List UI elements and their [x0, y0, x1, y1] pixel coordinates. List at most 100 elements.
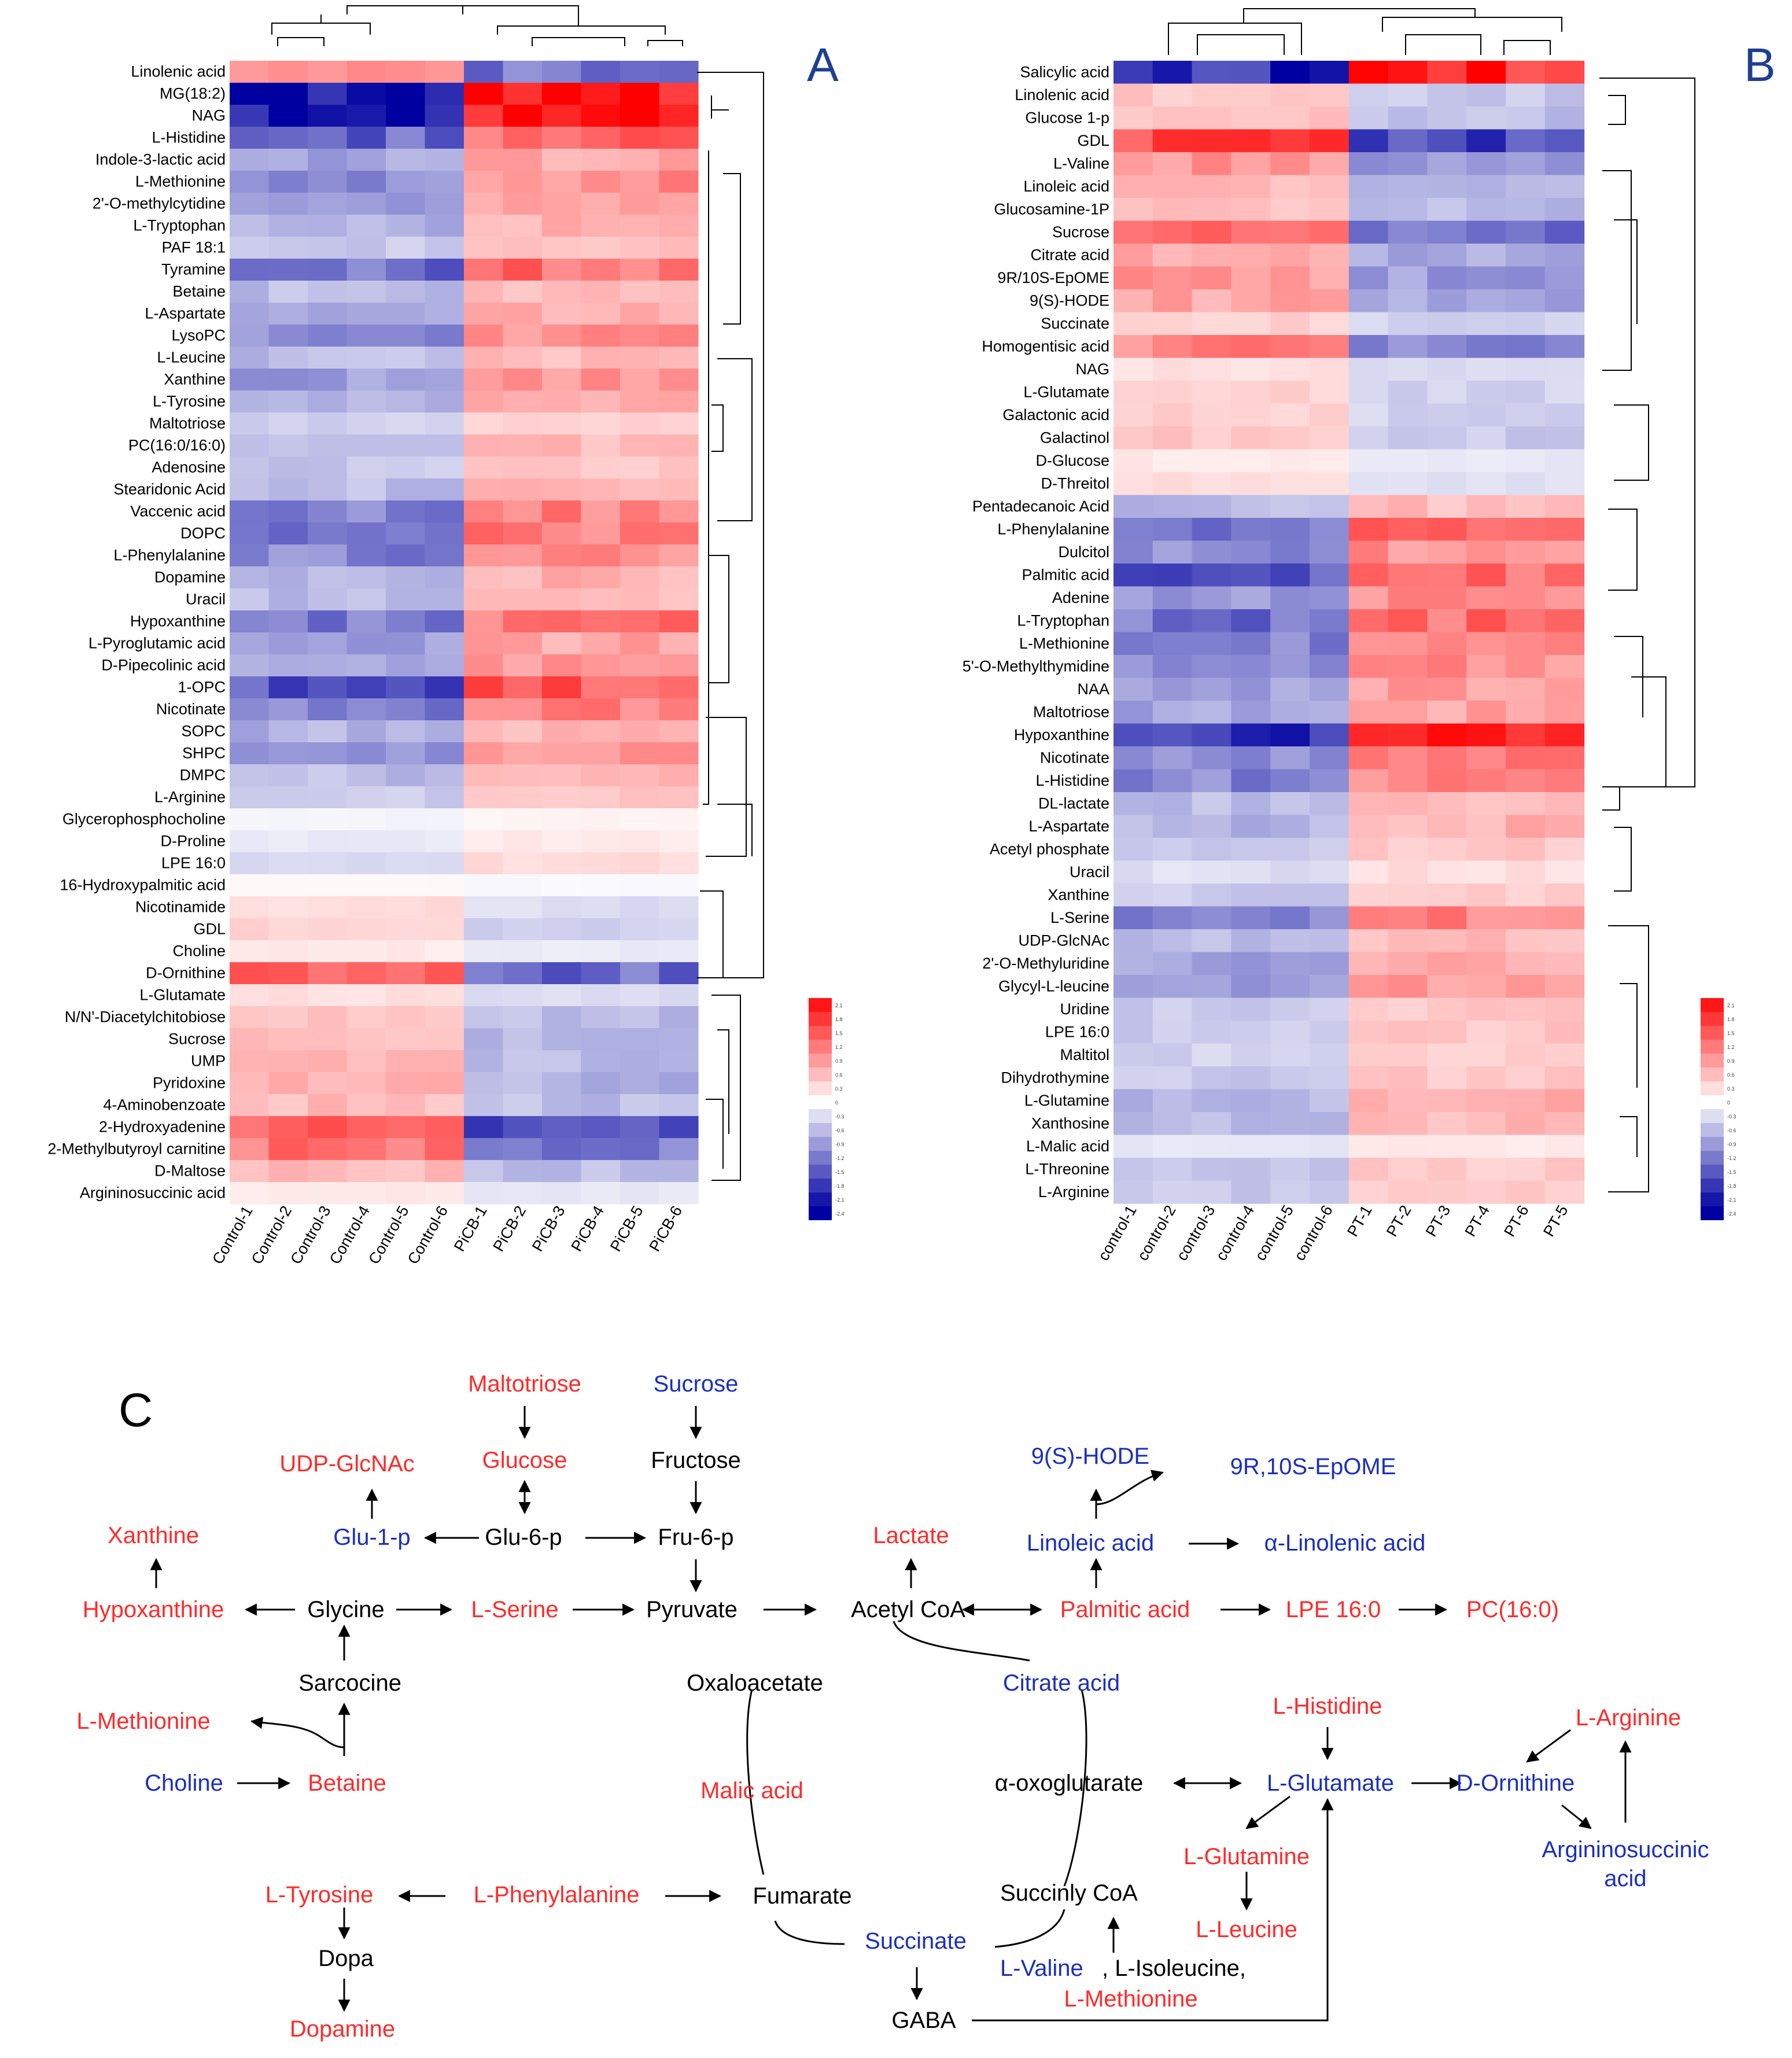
heatmap-cell	[1152, 220, 1193, 244]
heatmap-cell	[1270, 472, 1310, 496]
heatmap-cell	[1231, 838, 1271, 862]
heatmap-cell	[268, 1072, 308, 1095]
row-labels-a: Linolenic acid MG(18:2) NAG L-Histidine Indo…	[47, 62, 226, 1201]
heatmap-cell	[659, 105, 699, 127]
heatmap-cell	[1310, 198, 1349, 222]
heatmap-cell	[1113, 449, 1153, 473]
heatmap-cell	[581, 259, 621, 281]
heatmap-cell	[425, 654, 464, 677]
heatmap-cell	[581, 1050, 621, 1073]
heatmap-cell	[503, 742, 543, 765]
heatmap-cell	[1544, 381, 1585, 404]
row-label: L-Pyroglutamic acid	[89, 634, 226, 651]
heatmap-cell	[1427, 564, 1467, 587]
heatmap-cell	[503, 105, 543, 127]
heatmap-cell	[620, 874, 660, 897]
heatmap-cell	[464, 1182, 504, 1205]
heatmap-cell	[1348, 1158, 1389, 1181]
heatmap-cell	[1192, 655, 1231, 679]
heatmap-cell	[308, 1050, 348, 1073]
heatmap-cell	[542, 984, 582, 1007]
heatmap-cell	[425, 544, 464, 567]
heatmap-cell	[620, 852, 660, 875]
heatmap-cell	[1544, 129, 1585, 153]
heatmap-cell	[1113, 1043, 1153, 1067]
heatmap-cell	[1466, 540, 1506, 564]
heatmap-cell	[503, 237, 543, 259]
heatmap-cell	[1270, 906, 1310, 930]
heatmap-cell	[620, 369, 660, 391]
heatmap-cell	[1192, 244, 1231, 267]
heatmap-cell	[1427, 266, 1467, 290]
heatmap-cell	[1348, 540, 1389, 564]
edge-gaba-glutamate	[972, 1798, 1334, 2022]
row-label: L-Arginine	[1038, 1183, 1109, 1201]
heatmap-cell	[1427, 381, 1467, 404]
heatmap-cell	[1466, 746, 1506, 770]
legend-tick: -1.8	[1727, 1183, 1736, 1189]
pathway-node-glycine: Glycine	[307, 1597, 384, 1622]
heatmap-cell	[1231, 723, 1271, 747]
heatmap-cell	[1310, 746, 1349, 770]
heatmap-cell	[346, 259, 386, 281]
heatmap-cell	[425, 435, 464, 457]
legend-swatch	[809, 1067, 832, 1081]
heatmap-cell	[542, 61, 582, 83]
heatmap-cell	[386, 325, 426, 347]
heatmap-cell	[1466, 266, 1506, 290]
heatmap-cell	[464, 874, 504, 897]
heatmap-cell	[620, 544, 660, 567]
heatmap-cell	[503, 391, 543, 413]
heatmap-cell	[659, 676, 699, 699]
heatmap-cell	[425, 303, 464, 325]
heatmap-cell	[1544, 632, 1585, 656]
heatmap-cell	[230, 830, 270, 853]
heatmap-cell	[542, 1138, 582, 1161]
heatmap-cell	[1388, 975, 1428, 999]
legend-swatch	[1701, 1165, 1724, 1179]
legend-swatch	[809, 1095, 832, 1109]
heatmap-cell	[1270, 860, 1310, 884]
heatmap-cell	[581, 786, 621, 809]
heatmap-cell	[1113, 632, 1153, 656]
heatmap-cell	[503, 852, 543, 875]
row-label: Linoleic acid	[1023, 178, 1109, 195]
heatmap-cell	[1192, 426, 1231, 450]
heatmap-cell	[1544, 1135, 1585, 1158]
heatmap-cell	[620, 786, 660, 809]
heatmap-cell	[230, 215, 270, 237]
heatmap-cell	[1152, 815, 1193, 838]
heatmap-cell	[268, 61, 308, 83]
heatmap-cell	[1348, 952, 1389, 975]
heatmap-cell	[308, 215, 348, 237]
heatmap-cell	[1192, 152, 1231, 176]
heatmap-cell	[1192, 1112, 1231, 1136]
legend-tick: -0.3	[835, 1114, 845, 1120]
heatmap-cell	[1152, 792, 1193, 816]
heatmap-cell	[230, 1072, 270, 1095]
row-label: Citrate acid	[1030, 246, 1109, 263]
heatmap-cell	[1506, 586, 1546, 610]
heatmap-cell	[464, 127, 504, 149]
heatmap-cell	[581, 347, 621, 369]
heatmap-cell	[268, 149, 308, 171]
heatmap-cell	[659, 478, 699, 501]
heatmap-cell	[1466, 152, 1506, 176]
heatmap-cell	[346, 874, 386, 897]
heatmap-cell	[1506, 175, 1546, 198]
heatmap-cell	[1192, 997, 1231, 1021]
heatmap-cell	[386, 808, 426, 831]
heatmap-cell	[1113, 244, 1153, 267]
heatmap-cell	[581, 544, 621, 567]
heatmap-cell	[1506, 997, 1546, 1021]
heatmap-cell	[1192, 1135, 1231, 1158]
heatmap-cell	[386, 588, 426, 611]
heatmap-cell	[1152, 198, 1193, 222]
row-label: Adenine	[1052, 589, 1109, 606]
heatmap-cell	[1113, 335, 1153, 359]
heatmap-cell	[1192, 312, 1231, 336]
row-label: Adenosine	[152, 458, 226, 476]
heatmap-cell	[1506, 83, 1546, 107]
heatmap-cell	[386, 347, 426, 369]
row-label: LysoPC	[171, 326, 226, 344]
